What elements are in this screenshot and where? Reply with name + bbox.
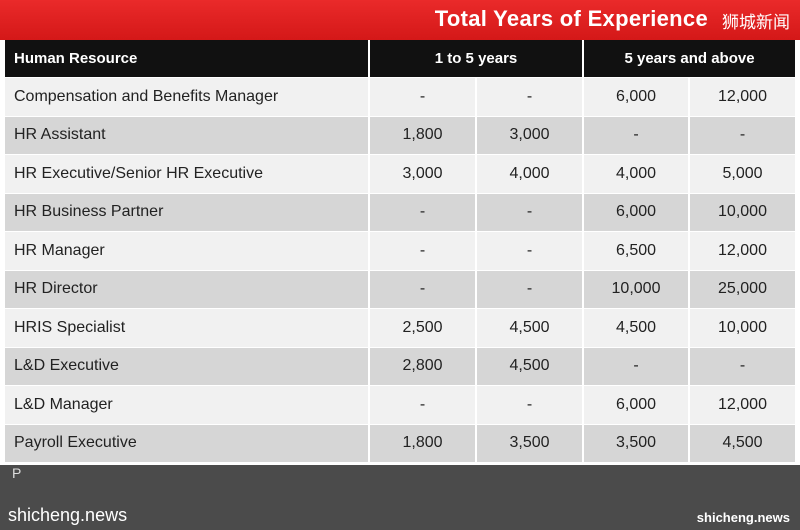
salary-cell: -: [583, 115, 690, 155]
role-cell: L&D Executive: [5, 346, 370, 386]
salary-cell: -: [583, 346, 690, 386]
salary-cell: 10,000: [583, 269, 690, 309]
salary-cell: -: [476, 385, 584, 424]
salary-cell: -: [476, 77, 584, 116]
header-human-resource: Human Resource: [5, 40, 370, 78]
salary-cell: -: [369, 77, 477, 116]
salary-cell: 6,500: [583, 231, 690, 270]
salary-cell: 4,500: [476, 308, 584, 347]
salary-cell: -: [689, 346, 796, 386]
salary-cell: 4,000: [583, 154, 690, 193]
header-1-to-5-years: 1 to 5 years: [369, 40, 584, 78]
salary-cell: 3,000: [476, 115, 584, 155]
salary-cell: 6,000: [583, 77, 690, 116]
table-row: HRIS Specialist 2,500 4,500 4,500 10,000: [5, 308, 796, 347]
salary-cell: 2,800: [369, 346, 477, 386]
role-cell: HR Director: [5, 269, 370, 309]
role-cell: HR Assistant: [5, 115, 370, 155]
salary-cell: 3,500: [476, 423, 584, 462]
salary-cell: 12,000: [689, 231, 796, 270]
table-row: L&D Manager - -6,000 12,000: [5, 385, 796, 424]
salary-cell: 4,500: [476, 346, 584, 386]
role-cell: HR Manager: [5, 231, 370, 270]
footer-watermark-right: shicheng.news: [696, 510, 790, 525]
salary-cell: 6,000: [583, 192, 690, 232]
salary-cell: 4,500: [689, 423, 796, 462]
footer-watermark-left: shicheng.news: [8, 505, 128, 525]
banner-title: Total Years of Experience: [434, 6, 708, 31]
salary-cell: -: [476, 192, 584, 232]
salary-cell: 25,000: [689, 269, 796, 309]
salary-cell: -: [689, 115, 796, 155]
role-cell: Compensation and Benefits Manager: [5, 77, 370, 116]
salary-cell: 3,000: [369, 154, 477, 193]
title-banner: Total Years of Experience 狮城新闻: [0, 0, 800, 40]
salary-cell: -: [369, 269, 477, 309]
role-cell: L&D Manager: [5, 385, 370, 424]
table-row: L&D Executive 2,800 4,500- -: [5, 346, 796, 386]
salary-cell: 1,800: [369, 115, 477, 155]
table-header-row: Human Resource 1 to 5 years 5 years and …: [5, 40, 796, 78]
table-row: HR Director - -10,000 25,000: [5, 269, 796, 309]
table-row: HR Manager - -6,500 12,000: [5, 231, 796, 270]
table-body: Compensation and Benefits Manager - -6,000…: [5, 77, 796, 462]
salary-table: Human Resource 1 to 5 years 5 years and …: [5, 40, 796, 462]
salary-cell: -: [369, 192, 477, 232]
salary-cell: 12,000: [689, 385, 796, 424]
salary-cell: -: [369, 385, 477, 424]
watermark-text: 狮城新闻: [722, 13, 790, 32]
partial-row-text: P: [12, 465, 22, 481]
salary-cell: 6,000: [583, 385, 690, 424]
table-row: Payroll Executive 1,800 3,500 3,500 4,500: [5, 423, 796, 462]
salary-cell: 4,000: [476, 154, 584, 193]
salary-cell: 5,000: [689, 154, 796, 193]
salary-cell: 4,500: [583, 308, 690, 347]
header-5-years-and-above: 5 years and above: [583, 40, 796, 78]
salary-cell: 2,500: [369, 308, 477, 347]
table-row: HR Executive/Senior HR Executive 3,000 4,0…: [5, 154, 796, 193]
table-row: HR Business Partner - -6,000 10,000: [5, 192, 796, 232]
footer-bar: P shicheng.news shicheng.news: [0, 465, 800, 530]
table-row: HR Assistant 1,800 3,000- -: [5, 115, 796, 155]
role-cell: HR Executive/Senior HR Executive: [5, 154, 370, 193]
table-row: Compensation and Benefits Manager - -6,000…: [5, 77, 796, 116]
salary-cell: 10,000: [689, 192, 796, 232]
salary-cell: 3,500: [583, 423, 690, 462]
salary-cell: 12,000: [689, 77, 796, 116]
role-cell: HR Business Partner: [5, 192, 370, 232]
role-cell: HRIS Specialist: [5, 308, 370, 347]
salary-cell: -: [369, 231, 477, 270]
salary-cell: 1,800: [369, 423, 477, 462]
salary-cell: -: [476, 269, 584, 309]
role-cell: Payroll Executive: [5, 423, 370, 462]
salary-cell: -: [476, 231, 584, 270]
salary-cell: 10,000: [689, 308, 796, 347]
